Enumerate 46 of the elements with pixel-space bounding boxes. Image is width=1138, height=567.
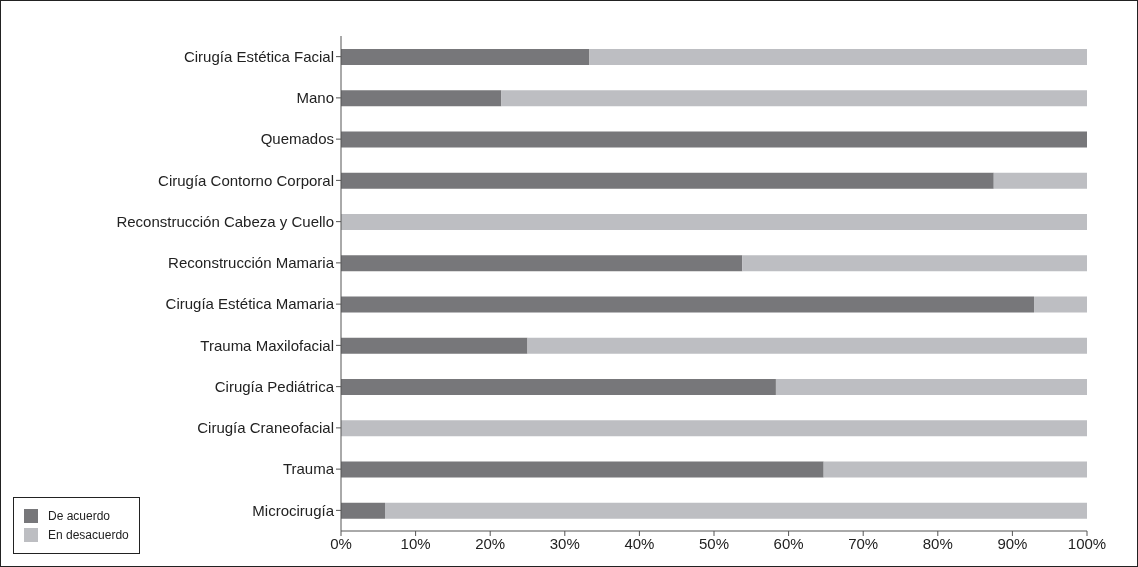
- y-tick-label: Cirugía Estética Mamaria: [165, 295, 335, 313]
- y-tick-label: Cirugía Pediátrica: [214, 377, 335, 395]
- bar: [775, 379, 1087, 395]
- bar: [341, 296, 1035, 313]
- x-tick-label: 30%: [549, 534, 580, 552]
- x-tick-label: 40%: [624, 534, 655, 552]
- bar: [341, 502, 386, 519]
- y-tick-label: Reconstrucción Mamaria: [168, 254, 335, 272]
- y-tick-label: Trauma: [282, 460, 335, 478]
- bar: [341, 255, 743, 272]
- y-tick-label: Quemados: [260, 130, 334, 148]
- x-tick-label: 0%: [330, 534, 352, 552]
- y-tick-label: Cirugía Estética Facial: [183, 47, 334, 65]
- bar: [341, 379, 776, 395]
- x-tick-label: 100%: [1067, 534, 1107, 552]
- x-tick-label: 60%: [773, 534, 804, 552]
- x-tick-label: 10%: [400, 534, 431, 552]
- x-tick-label: 70%: [848, 534, 879, 552]
- bar: [823, 461, 1087, 478]
- y-tick-label: Microcirugía: [252, 501, 335, 519]
- bar: [501, 90, 1087, 107]
- bar: [527, 337, 1087, 354]
- bar: [341, 172, 994, 189]
- x-tick-label: 20%: [475, 534, 506, 552]
- legend-label: De acuerdo: [48, 509, 111, 523]
- bar: [341, 337, 528, 354]
- bar: [341, 131, 1087, 148]
- bar: [589, 49, 1087, 65]
- x-tick-label: 50%: [698, 534, 730, 552]
- bar: [993, 172, 1087, 189]
- bar: [341, 420, 1087, 437]
- bar: [1034, 296, 1087, 313]
- x-tick-label: 80%: [922, 534, 953, 552]
- bar: [341, 214, 1087, 230]
- bar: [341, 90, 502, 107]
- x-tick-label: 90%: [997, 534, 1028, 552]
- bar: [385, 502, 1087, 519]
- y-tick-label: Mano: [296, 89, 334, 107]
- bar: [341, 49, 590, 65]
- y-tick-label: Cirugía Contorno Corporal: [158, 171, 334, 189]
- legend-label: En desacuerdo: [48, 528, 129, 542]
- y-tick-label: Cirugía Craneofacial: [197, 419, 334, 437]
- y-tick-label: Trauma Maxilofacial: [200, 336, 334, 354]
- bar: [341, 461, 824, 478]
- y-tick-label: Reconstrucción Cabeza y Cuello: [116, 212, 334, 230]
- bar: [742, 255, 1087, 272]
